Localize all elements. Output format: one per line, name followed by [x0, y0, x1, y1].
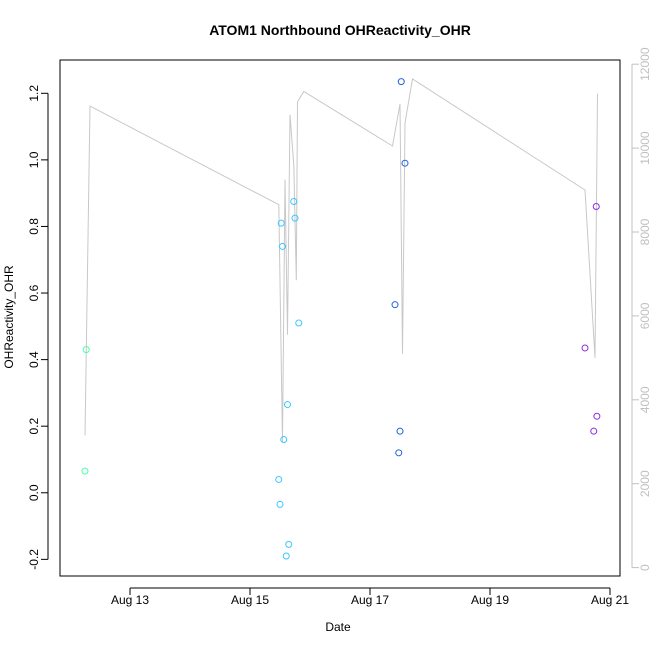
x-axis: Aug 13 Aug 15 Aug 17 Aug 19 Aug 21: [111, 587, 629, 607]
data-point: [276, 500, 284, 508]
data-point: [397, 78, 405, 86]
data-point: [284, 401, 291, 409]
secondary-y-axis: 0 2000 4000 6000 8000 10000 12000: [631, 47, 650, 571]
data-point: [391, 301, 399, 309]
y2-tick-label: 10000: [638, 131, 650, 165]
y-tick-label: 1.2: [27, 85, 41, 102]
data-point: [581, 344, 589, 352]
y2-tick-label: 6000: [638, 302, 650, 329]
x-axis-label: Date: [325, 620, 351, 634]
series-line: [84, 78, 598, 442]
data-point: [290, 197, 298, 205]
secondary-line-layer: [84, 78, 598, 442]
data-point: [295, 319, 303, 327]
data-point: [280, 436, 288, 444]
y2-tick-label: 8000: [638, 218, 650, 245]
y2-tick-label: 12000: [638, 47, 650, 81]
y-tick-label: 1.0: [27, 151, 41, 168]
data-point: [275, 475, 283, 483]
y-tick-label: 0.2: [27, 418, 41, 435]
chart-title: ATOM1 Northbound OHReactivity_OHR: [209, 22, 471, 38]
data-point: [285, 540, 293, 548]
data-point: [401, 159, 409, 167]
x-tick-label: Aug 15: [231, 593, 269, 607]
x-tick-label: Aug 21: [591, 593, 629, 607]
y2-tick-label: 4000: [638, 386, 650, 413]
y-axis: -0.2 0.0 0.2 0.4 0.6 0.8 1.0 1.2: [27, 85, 49, 570]
y2-tick-label: 2000: [638, 470, 650, 497]
data-point: [592, 202, 600, 210]
data-point: [277, 219, 285, 227]
x-tick-label: Aug 13: [111, 593, 149, 607]
y-tick-label: 0.0: [27, 484, 41, 501]
data-point: [81, 467, 89, 475]
y-tick-label: 0.4: [27, 351, 41, 368]
data-point: [282, 552, 290, 560]
data-point: [291, 214, 299, 222]
y-tick-label: 0.6: [27, 284, 41, 301]
data-point: [593, 412, 601, 420]
y-tick-label: -0.2: [27, 549, 41, 570]
y-tick-label: 0.8: [27, 218, 41, 235]
y2-tick-label: 0: [638, 564, 650, 571]
points-layer: [81, 78, 601, 560]
data-point: [279, 242, 286, 250]
data-point: [396, 427, 404, 435]
x-tick-label: Aug 19: [471, 593, 509, 607]
data-point: [590, 427, 598, 435]
plot-frame: [59, 59, 621, 577]
x-tick-label: Aug 17: [351, 593, 389, 607]
data-point: [82, 346, 90, 354]
data-point: [395, 449, 403, 457]
y-axis-label: OHReactivity_OHR: [2, 265, 16, 369]
